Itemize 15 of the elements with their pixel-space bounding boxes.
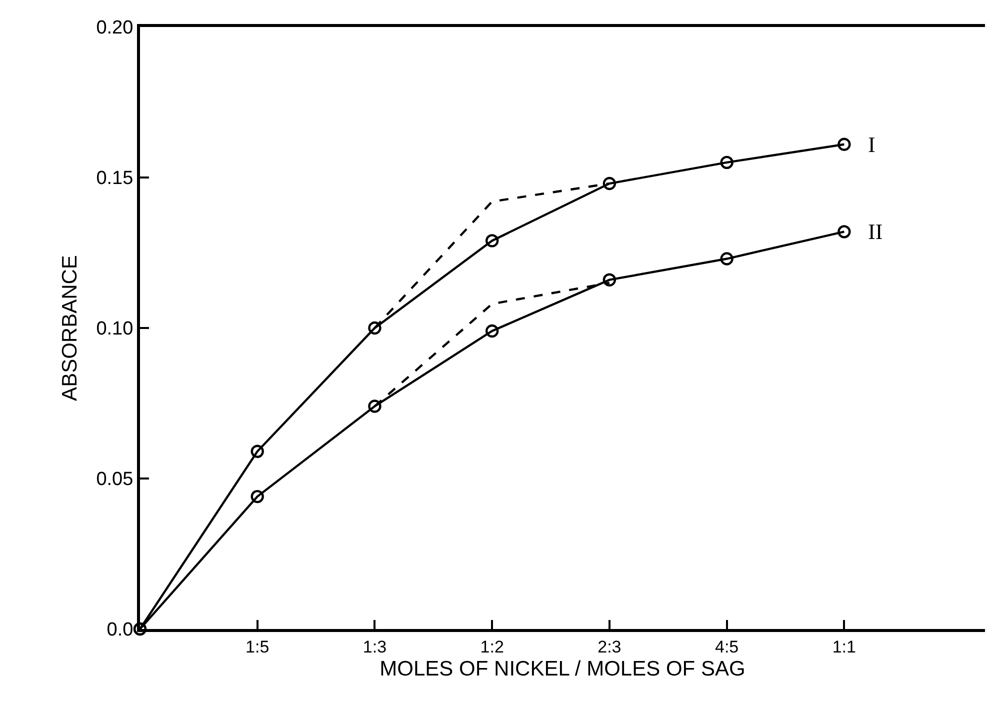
y-tick-label: 0.20 bbox=[96, 18, 134, 39]
x-tick-label: 4:5 bbox=[714, 637, 739, 656]
x-tick-label: 1:1 bbox=[832, 637, 856, 656]
x-tick-label: 1:2 bbox=[480, 637, 504, 656]
x-axis-title: MOLES OF NICKEL / MOLES OF SAG bbox=[380, 658, 746, 681]
x-tick-label: 1:5 bbox=[246, 637, 270, 656]
y-tick-label: 0.15 bbox=[96, 168, 134, 190]
y-tick-label: 0.10 bbox=[96, 318, 134, 340]
series-label: I bbox=[868, 132, 876, 157]
x-tick-label: 2:3 bbox=[598, 637, 622, 656]
y-axis-title: ABSORBANCE bbox=[58, 255, 82, 401]
series-label: II bbox=[868, 219, 883, 244]
y-tick-label: 0.0 bbox=[106, 620, 134, 641]
y-tick-label: 0.05 bbox=[96, 469, 134, 490]
x-tick-label: 1:3 bbox=[362, 637, 387, 656]
